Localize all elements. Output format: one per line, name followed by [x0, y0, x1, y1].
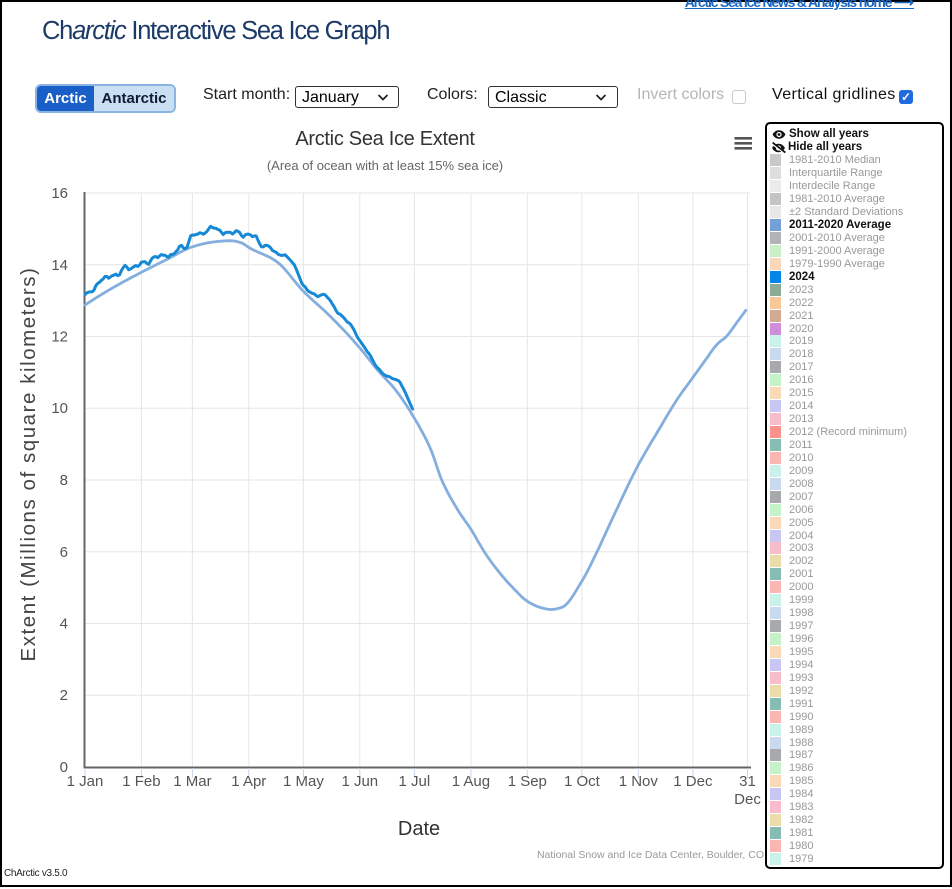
svg-text:12: 12: [51, 329, 68, 346]
svg-text:10: 10: [51, 400, 68, 417]
svg-text:1 Jun: 1 Jun: [341, 773, 378, 790]
svg-text:1 Dec: 1 Dec: [673, 773, 713, 790]
svg-text:6: 6: [60, 544, 68, 561]
svg-text:1 Nov: 1 Nov: [619, 773, 659, 790]
svg-text:4: 4: [60, 616, 68, 633]
svg-text:1 May: 1 May: [283, 773, 324, 790]
svg-text:16: 16: [51, 185, 68, 202]
svg-text:1 Mar: 1 Mar: [173, 773, 211, 790]
svg-text:Arctic Sea Ice Extent: Arctic Sea Ice Extent: [295, 128, 475, 150]
svg-text:1 Oct: 1 Oct: [564, 773, 601, 790]
svg-text:1 Jul: 1 Jul: [399, 773, 431, 790]
svg-text:1 Jan: 1 Jan: [67, 773, 104, 790]
svg-text:0: 0: [60, 759, 68, 776]
svg-text:National Snow and Ice Data Cen: National Snow and Ice Data Center, Bould…: [537, 849, 764, 861]
svg-text:1 Apr: 1 Apr: [231, 773, 266, 790]
svg-text:Dec: Dec: [734, 791, 761, 808]
svg-text:2: 2: [60, 687, 68, 704]
svg-text:Extent (Millions of square kil: Extent (Millions of square kilometers): [17, 267, 40, 662]
svg-text:31: 31: [739, 773, 756, 790]
svg-text:14: 14: [51, 257, 68, 274]
svg-text:(Area of ocean with at least 1: (Area of ocean with at least 15% sea ice…: [267, 158, 503, 173]
svg-text:1 Aug: 1 Aug: [452, 773, 490, 790]
svg-text:Date: Date: [398, 818, 440, 840]
svg-text:1 Feb: 1 Feb: [122, 773, 160, 790]
svg-text:1 Sep: 1 Sep: [508, 773, 547, 790]
svg-text:8: 8: [60, 472, 68, 489]
